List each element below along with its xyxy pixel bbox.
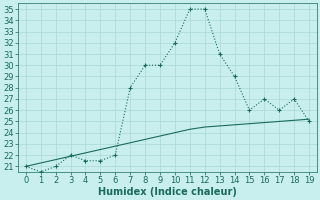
X-axis label: Humidex (Indice chaleur): Humidex (Indice chaleur) [98, 187, 237, 197]
